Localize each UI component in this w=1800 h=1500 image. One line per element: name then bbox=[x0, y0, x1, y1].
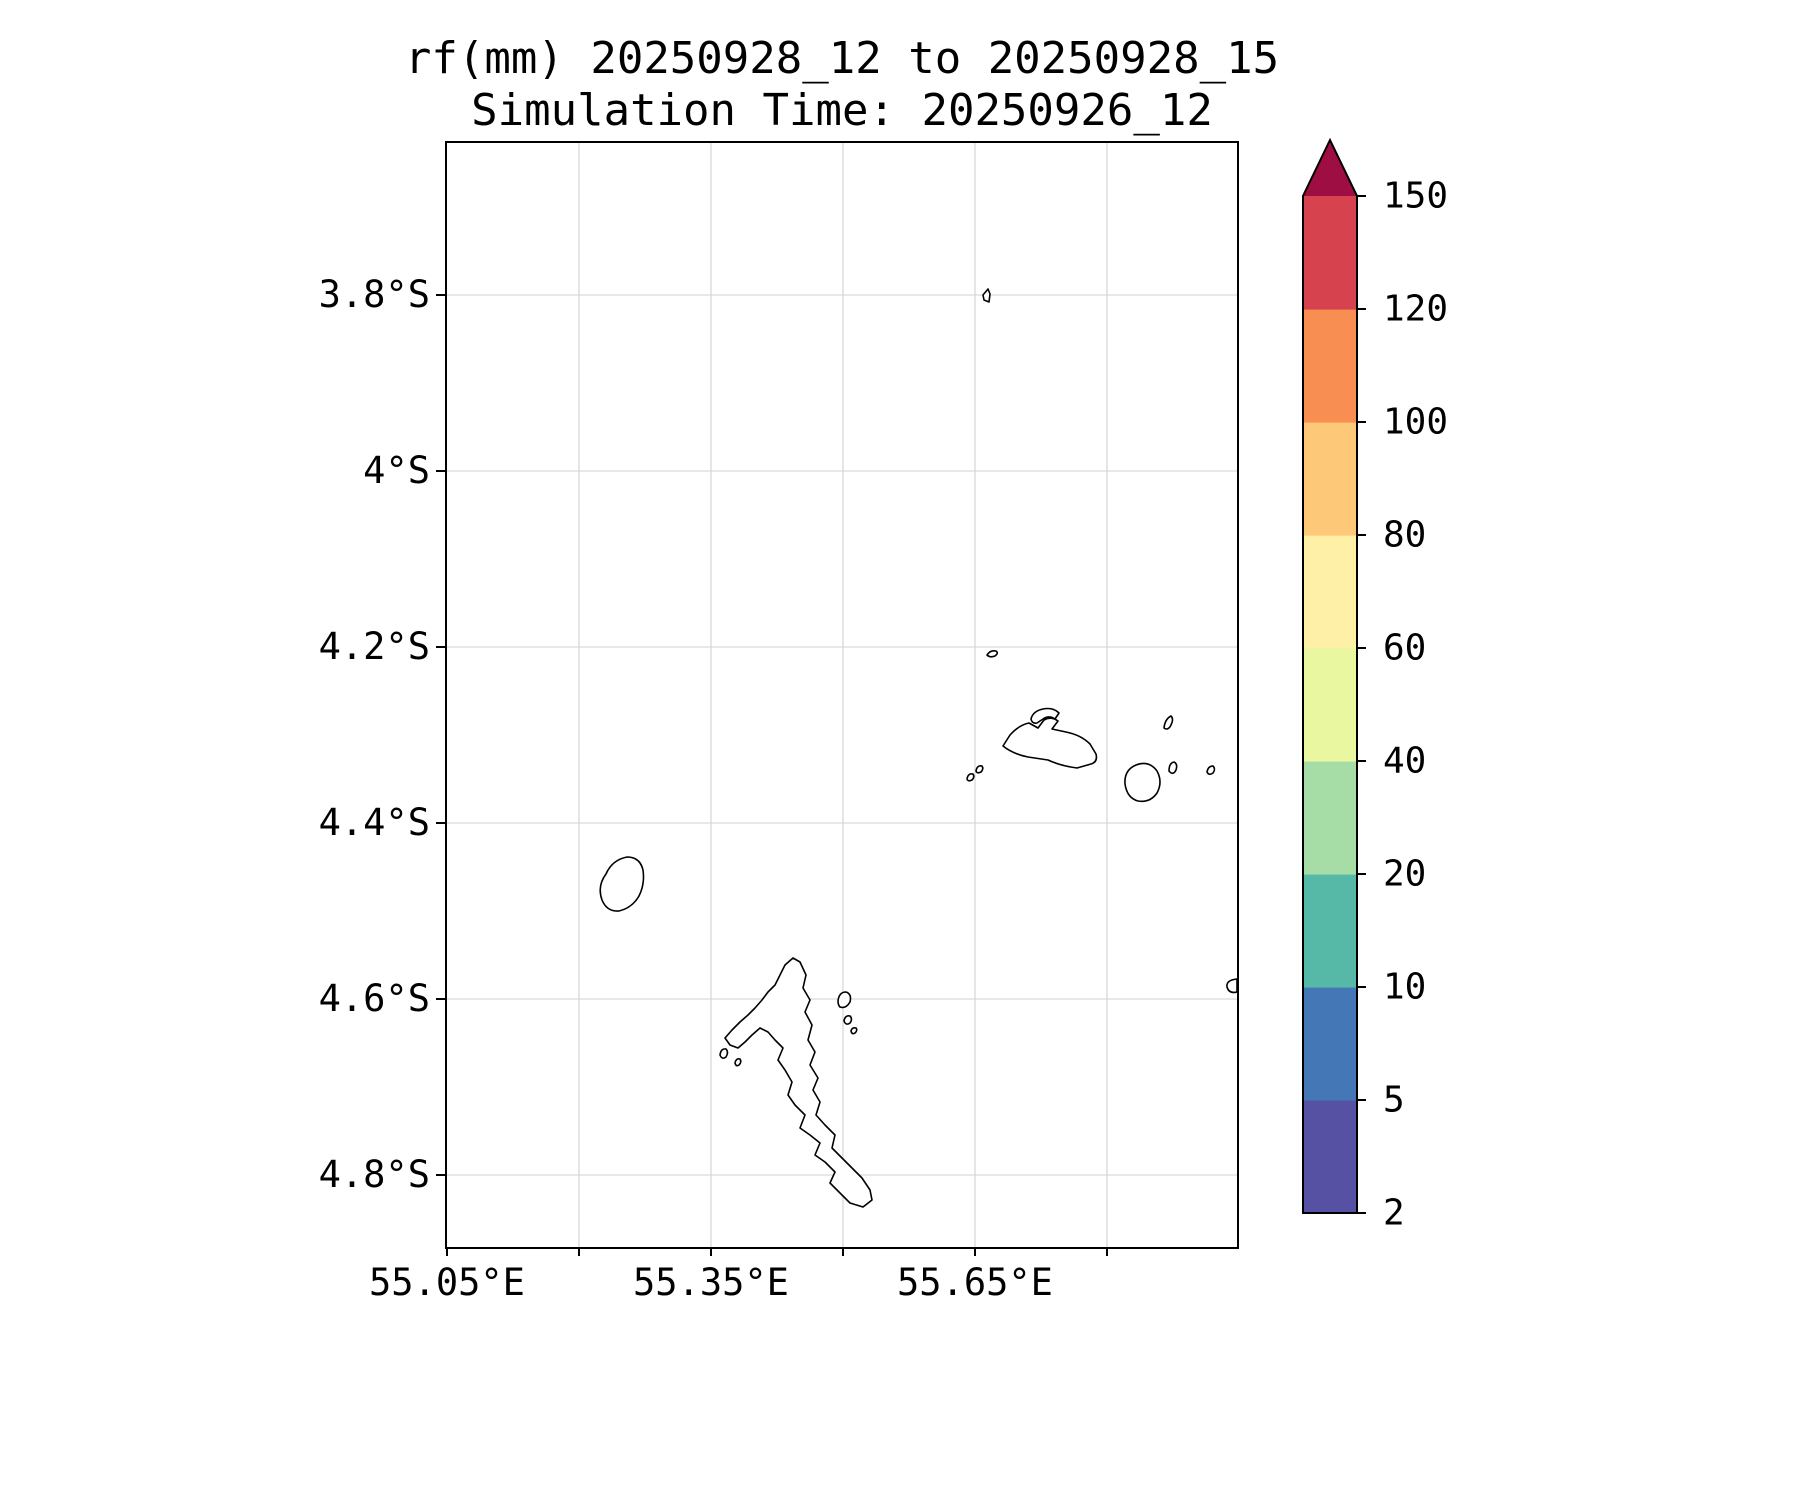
silhouette-island-coastline bbox=[599, 856, 645, 912]
x-axis-tick bbox=[1106, 1247, 1108, 1256]
colorbar-tick-label-5: 5 bbox=[1383, 1080, 1405, 1121]
y-axis-tick-label: 3.8°S bbox=[318, 273, 430, 316]
colorbar-tick-label-60: 60 bbox=[1383, 628, 1426, 669]
y-axis-tick-label: 4.8°S bbox=[318, 1153, 430, 1196]
cousin-islet-coastline bbox=[966, 773, 975, 782]
conception-islet-coastline bbox=[734, 1058, 742, 1067]
colorbar: 2 5 10 20 40 60 80 100 120 150 bbox=[1302, 137, 1448, 1234]
y-axis-tick bbox=[436, 822, 445, 824]
colorbar-tick-label-120: 120 bbox=[1383, 289, 1448, 330]
colorbar-segment-120-150 bbox=[1303, 196, 1357, 310]
map-plot-area bbox=[445, 141, 1239, 1249]
x-axis-tick-label: 55.35°E bbox=[633, 1261, 789, 1304]
x-axis-tick bbox=[974, 1247, 976, 1256]
fregate-island-coastline bbox=[1226, 978, 1237, 994]
colorbar-outline bbox=[1302, 137, 1358, 1214]
y-axis-tick bbox=[436, 998, 445, 1000]
map-canvas bbox=[447, 143, 1237, 1247]
gridlines bbox=[447, 143, 1237, 1247]
x-axis-tick bbox=[842, 1247, 844, 1256]
colorbar-segment-2-5 bbox=[1303, 1100, 1357, 1214]
colorbar-segment-60-80 bbox=[1303, 535, 1357, 649]
x-axis-tick bbox=[446, 1247, 448, 1256]
colorbar-segment-80-100 bbox=[1303, 422, 1357, 536]
mahe-island-coastline bbox=[724, 957, 873, 1208]
x-axis-tick-label: 55.65°E bbox=[897, 1261, 1053, 1304]
colorbar-tick-label-10: 10 bbox=[1383, 967, 1426, 1008]
la-digue-island-coastline bbox=[1124, 762, 1161, 803]
colorbar-tick-label-2: 2 bbox=[1383, 1193, 1405, 1234]
therese-islet-coastline bbox=[719, 1048, 729, 1059]
praslin-island-coastline bbox=[1002, 717, 1098, 769]
coastlines bbox=[599, 288, 1237, 1208]
east-islet-coastline bbox=[1206, 765, 1216, 776]
chart-subtitle: Simulation Time: 20250926_12 bbox=[471, 85, 1213, 136]
chart-title: rf(mm) 20250928_12 to 20250928_15 bbox=[404, 33, 1280, 84]
y-axis-tick bbox=[436, 1174, 445, 1176]
colorbar-tick-label-40: 40 bbox=[1383, 741, 1426, 782]
y-axis-tick bbox=[436, 470, 445, 472]
felicite-island-coastline bbox=[1163, 715, 1174, 730]
colorbar-tick-label-100: 100 bbox=[1383, 402, 1448, 443]
aride-island-coastline bbox=[986, 650, 999, 658]
colorbar-extend-max-triangle bbox=[1303, 140, 1357, 196]
y-axis-tick bbox=[436, 294, 445, 296]
y-axis-tick-label: 4.4°S bbox=[318, 801, 430, 844]
colorbar-segment-10-20 bbox=[1303, 874, 1357, 988]
ste-anne-islet-coastline bbox=[837, 991, 852, 1009]
denis-island-coastline bbox=[982, 288, 991, 303]
x-axis-tick bbox=[578, 1247, 580, 1256]
colorbar-segment-100-120 bbox=[1303, 309, 1357, 423]
colorbar-segment-20-40 bbox=[1303, 761, 1357, 875]
colorbar-segment-5-10 bbox=[1303, 987, 1357, 1101]
y-axis-tick-label: 4.2°S bbox=[318, 625, 430, 668]
y-axis-tick bbox=[436, 646, 445, 648]
colorbar-tick-label-150: 150 bbox=[1383, 176, 1448, 217]
ste-anne-islet-3-coastline bbox=[850, 1027, 858, 1035]
cousine-islet-coastline bbox=[975, 765, 984, 774]
colorbar-segment-40-60 bbox=[1303, 648, 1357, 762]
colorbar-tick-label-80: 80 bbox=[1383, 515, 1426, 556]
ste-anne-islet-2-coastline bbox=[843, 1015, 853, 1025]
y-axis-tick-label: 4°S bbox=[363, 449, 430, 492]
y-axis-tick-label: 4.6°S bbox=[318, 977, 430, 1020]
x-axis-tick bbox=[710, 1247, 712, 1256]
x-axis-tick-label: 55.05°E bbox=[369, 1261, 525, 1304]
colorbar-tick-label-20: 20 bbox=[1383, 854, 1426, 895]
marianne-island-coastline bbox=[1168, 761, 1178, 775]
